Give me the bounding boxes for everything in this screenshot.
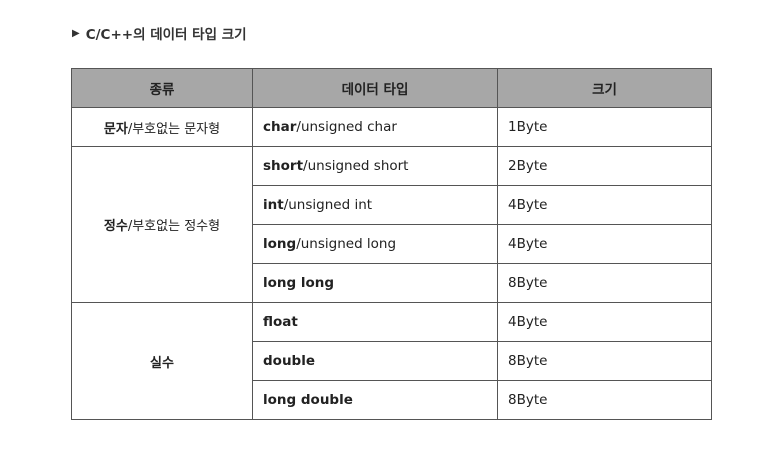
header-category: 종류 (71, 68, 253, 108)
category-main: 실수 (150, 355, 174, 371)
size-cell: 8Byte (497, 263, 712, 303)
table-body: 문자/부호없는 문자형 char/unsigned char 1Byte 정수/… (71, 107, 712, 420)
size-cell: 2Byte (497, 146, 712, 186)
table-row: double 8Byte (72, 341, 712, 381)
category-cell-integer: 정수/부호없는 정수형 (71, 146, 253, 303)
size-cell: 8Byte (497, 341, 712, 381)
table-row: int/unsigned int 4Byte (72, 185, 712, 225)
table-row: 정수/부호없는 정수형 short/unsigned short 2Byte (71, 146, 712, 303)
data-type-cell: char/unsigned char (252, 107, 498, 147)
type-main: long long (263, 275, 335, 291)
type-rest: /unsigned long (296, 236, 397, 252)
type-main: char (263, 119, 297, 135)
category-main: 정수 (103, 219, 128, 234)
data-type-cell: float (252, 302, 498, 342)
header-data-type: 데이터 타입 (252, 68, 498, 108)
type-main: long (263, 236, 297, 252)
size-cell: 4Byte (497, 185, 712, 225)
type-rest: /unsigned short (303, 158, 409, 174)
size-cell: 4Byte (497, 224, 712, 264)
category-rest: /부호없는 문자형 (127, 121, 221, 137)
header-row: 종류 데이터 타입 크기 (71, 68, 712, 108)
size-cell: 8Byte (497, 380, 712, 420)
category-cell-char: 문자/부호없는 문자형 (71, 107, 253, 147)
size-cell: 1Byte (497, 107, 712, 147)
table-row: 실수 float 4Byte (71, 302, 712, 420)
header-size: 크기 (497, 68, 712, 108)
table-row: long long 8Byte (72, 263, 712, 303)
section-title: C/C++의 데이터 타입 크기 (85, 27, 247, 43)
type-main: short (263, 158, 304, 174)
data-type-cell: short/unsigned short (252, 146, 498, 186)
data-type-cell: long double (252, 380, 498, 420)
category-cell-real: 실수 (71, 302, 253, 420)
type-main: long double (263, 392, 353, 408)
section-heading: ▶ C/C++의 데이터 타입 크기 (72, 22, 247, 44)
type-main: int (263, 197, 284, 213)
category-main: 문자 (103, 121, 128, 137)
table-row: long double 8Byte (72, 380, 712, 420)
type-rest: /unsigned int (283, 197, 373, 213)
data-type-cell: int/unsigned int (252, 185, 498, 225)
data-type-cell: long/unsigned long (252, 224, 498, 264)
data-type-cell: long long (252, 263, 498, 303)
type-main: double (263, 353, 315, 369)
table-header: 종류 데이터 타입 크기 (71, 68, 712, 108)
data-type-cell: double (252, 341, 498, 381)
table-row: long/unsigned long 4Byte (72, 224, 712, 264)
size-cell: 4Byte (497, 302, 712, 342)
data-type-size-table: 종류 데이터 타입 크기 문자/부호없는 문자형 char/unsigned c… (71, 68, 712, 420)
table-row: 문자/부호없는 문자형 char/unsigned char 1Byte (71, 107, 712, 147)
category-rest: /부호없는 정수형 (127, 219, 221, 234)
type-main: float (263, 314, 298, 330)
type-rest: /unsigned char (296, 119, 397, 135)
triangle-bullet-icon: ▶ (72, 27, 80, 39)
